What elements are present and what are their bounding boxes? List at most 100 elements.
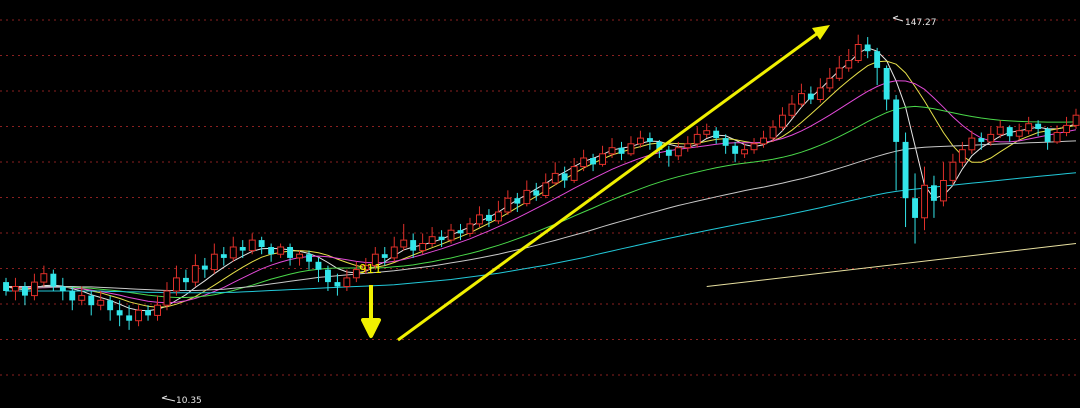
candle-body <box>173 277 180 292</box>
candle-body <box>760 137 767 145</box>
candle-body <box>1025 123 1033 132</box>
candle-body <box>551 172 559 184</box>
candle <box>296 250 304 266</box>
candle-body <box>987 133 995 143</box>
candle <box>381 247 388 266</box>
candle <box>268 243 275 262</box>
candle <box>88 290 95 316</box>
candle <box>419 233 427 255</box>
ma-line-cyan <box>6 172 1077 294</box>
candle <box>514 192 521 212</box>
candle <box>1044 127 1051 150</box>
high-marker: 147.27 <box>892 15 937 28</box>
candle-body <box>381 254 388 258</box>
candle <box>210 243 218 274</box>
candle-body <box>126 315 133 321</box>
candle-body <box>315 261 322 270</box>
candle <box>665 145 672 167</box>
candle <box>798 83 805 108</box>
candle <box>1006 125 1013 142</box>
candle <box>466 217 474 237</box>
candle <box>627 136 635 156</box>
down-arrow-icon <box>361 285 381 338</box>
candle <box>447 223 455 244</box>
low-value-label: 10.35 <box>176 396 202 406</box>
candle <box>145 305 151 321</box>
candle-body <box>627 143 635 155</box>
candle <box>3 277 9 296</box>
candle-body <box>400 239 408 248</box>
candle-body <box>788 103 796 116</box>
high-pointer-icon <box>892 15 904 22</box>
candle <box>608 138 616 158</box>
candle <box>874 47 881 86</box>
candle-body <box>268 247 275 255</box>
candle-body <box>428 236 436 244</box>
candle-body <box>306 254 312 262</box>
candle <box>816 78 824 103</box>
candle-body <box>325 269 331 283</box>
candle-body <box>949 161 957 181</box>
candle-body <box>996 126 1004 135</box>
candle <box>248 233 256 255</box>
candle-body <box>438 236 445 241</box>
candle <box>883 65 890 111</box>
candle <box>40 265 48 287</box>
candle-body <box>154 304 162 316</box>
candle-body <box>893 99 900 142</box>
candle <box>769 120 777 142</box>
candle <box>504 190 512 215</box>
candle-body <box>248 239 256 252</box>
candle <box>1025 116 1033 135</box>
candle <box>486 209 492 228</box>
candle-body <box>239 247 246 251</box>
candle <box>306 250 312 270</box>
candle <box>173 265 180 296</box>
candle <box>732 141 739 163</box>
candle-body <box>107 300 114 311</box>
candle <box>788 95 796 119</box>
candle <box>949 153 957 186</box>
candle-body <box>656 141 663 150</box>
candle <box>22 282 28 306</box>
candle-body <box>931 185 937 201</box>
candle-body <box>1015 130 1023 137</box>
candle <box>741 143 748 158</box>
candle <box>400 223 408 251</box>
ma-line-magenta <box>5 80 1077 304</box>
event-label: 911 <box>359 262 382 276</box>
candle <box>845 48 853 72</box>
candle <box>69 286 76 311</box>
candle-body <box>191 265 199 283</box>
candle <box>390 236 398 262</box>
candle-body <box>1044 128 1051 142</box>
candle-body <box>779 114 786 128</box>
candle-body <box>968 137 976 151</box>
candle <box>893 95 900 191</box>
candle <box>722 134 729 154</box>
candle-body <box>334 282 341 287</box>
candle <box>779 107 786 131</box>
candle <box>684 136 692 152</box>
candle-body <box>647 138 653 142</box>
candle-body <box>229 246 237 259</box>
candle-body <box>97 299 105 306</box>
candle <box>362 257 370 274</box>
candle <box>826 67 834 93</box>
candle-body <box>1035 123 1042 129</box>
candle <box>107 295 114 321</box>
candle-body <box>978 138 985 142</box>
candlesticks <box>3 34 1080 330</box>
candle-body <box>826 77 834 89</box>
candle-body <box>798 93 805 105</box>
candle <box>703 123 711 139</box>
candle-body <box>618 147 625 154</box>
candle-body <box>457 230 464 234</box>
high-value-label: 147.27 <box>905 18 937 28</box>
candle <box>750 138 758 154</box>
candle-body <box>419 243 427 252</box>
candle <box>343 269 351 291</box>
grid-lines <box>0 19 1080 376</box>
candle-body <box>580 157 588 168</box>
candle-body <box>608 147 616 155</box>
